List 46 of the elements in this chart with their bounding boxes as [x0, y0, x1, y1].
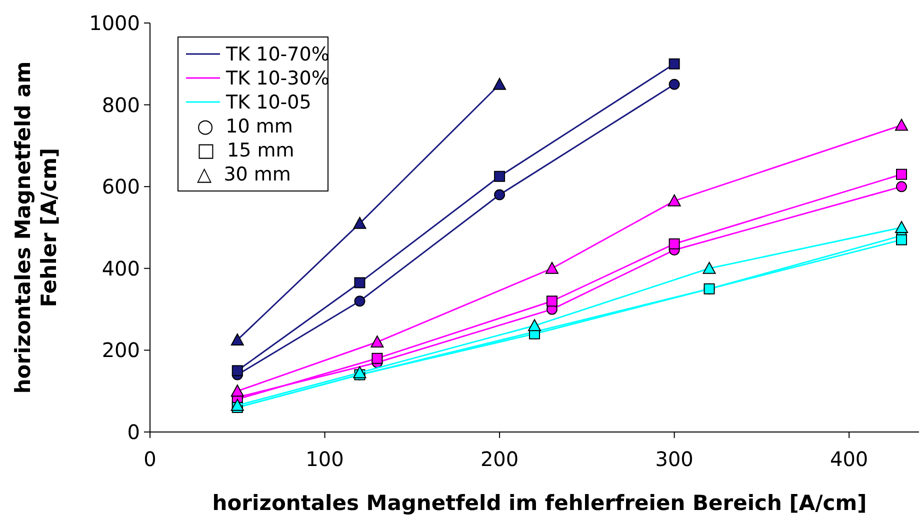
- annotation: ○ 10 mm: [197, 116, 293, 138]
- point: [528, 319, 541, 332]
- point: [704, 283, 715, 294]
- x-tick-label: 0: [144, 447, 156, 471]
- point: [895, 118, 908, 131]
- x-axis-title: horizontales Magnetfeld im fehlerfreien Bereich [A/cm]: [212, 491, 867, 515]
- point: [230, 384, 244, 397]
- point: [370, 336, 384, 348]
- point: [493, 78, 506, 90]
- legend-label: TK 10-70%: [225, 44, 330, 66]
- annotation: □ 15 mm: [197, 140, 294, 162]
- point: [353, 216, 366, 229]
- point: [896, 234, 908, 246]
- x-tick-label: 400: [830, 447, 868, 471]
- x-tick-label: 100: [306, 447, 344, 471]
- point: [896, 168, 908, 180]
- x-tick-label: 200: [480, 447, 519, 471]
- point: [545, 262, 558, 274]
- y-tick-label: 800: [102, 92, 140, 117]
- point: [353, 366, 366, 378]
- point: [354, 277, 366, 288]
- y-axis-title: horizontales Magnetfeld am Fehler [A/cm]: [11, 61, 61, 394]
- point: [668, 194, 681, 206]
- x-tick-label: 300: [655, 447, 694, 471]
- point: [896, 181, 908, 192]
- y-tick-label: 400: [102, 256, 140, 280]
- point: [494, 189, 506, 200]
- point: [668, 238, 680, 250]
- point: [232, 365, 243, 376]
- point: [354, 296, 366, 307]
- point: [668, 58, 680, 70]
- y-tick-label: 600: [102, 174, 140, 199]
- legend-label: TK 10-30%: [225, 68, 330, 90]
- point: [230, 398, 244, 411]
- y-tick-label: 1000: [89, 11, 140, 35]
- point: [494, 170, 506, 182]
- legend-label: TK 10-05: [225, 92, 312, 114]
- point: [895, 221, 908, 233]
- point: [230, 333, 244, 346]
- y-tick-label: 0: [127, 420, 140, 444]
- point: [668, 78, 680, 90]
- annotation: △ 30 mm: [197, 164, 291, 186]
- point: [546, 296, 558, 307]
- point: [702, 262, 716, 274]
- y-tick-label: 200: [102, 338, 140, 362]
- point: [372, 352, 383, 364]
